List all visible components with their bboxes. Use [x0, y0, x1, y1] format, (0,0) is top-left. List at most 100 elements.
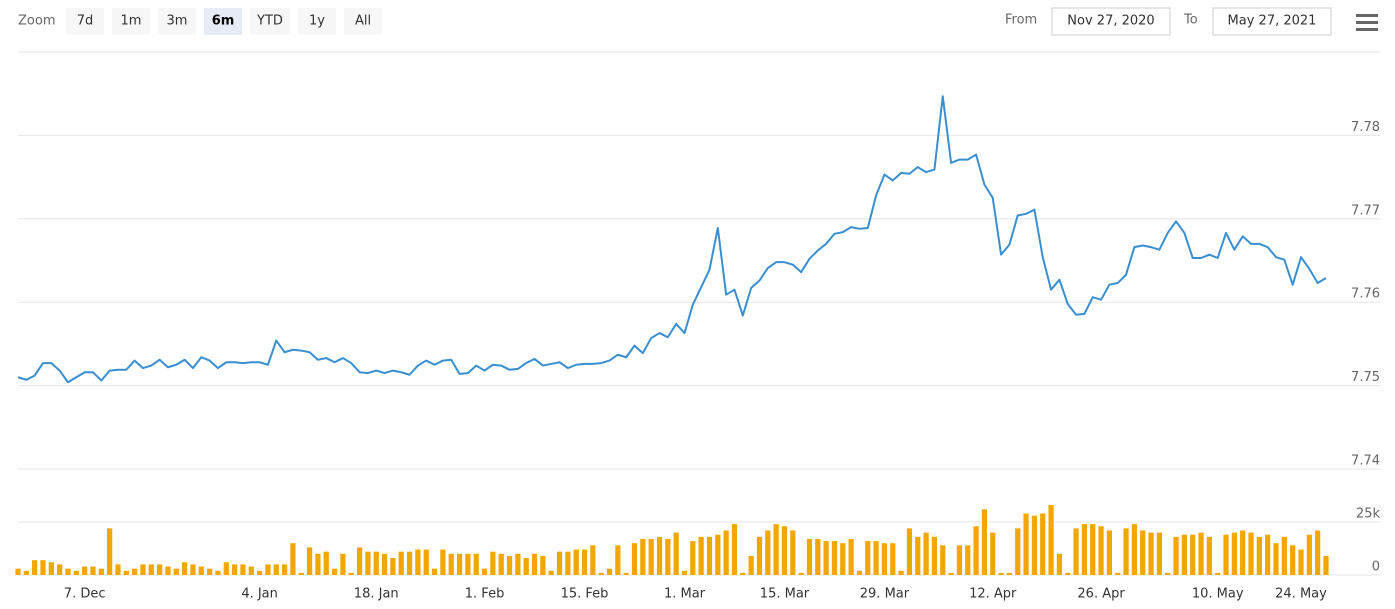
volume-bar: [656, 536, 663, 575]
volume-bar: [1298, 549, 1304, 575]
zoom-button[interactable]: [204, 8, 242, 35]
volume-bar: [431, 568, 438, 575]
zoom-button-label[interactable]: All: [355, 14, 371, 29]
volume-bar: [981, 509, 988, 575]
volume-bar: [948, 572, 954, 575]
volume-bar: [1306, 534, 1312, 575]
volume-bar: [65, 568, 71, 575]
zoom-button-label[interactable]: 1m: [121, 14, 142, 29]
volume-bar: [1223, 534, 1229, 575]
volume-bar: [456, 553, 463, 575]
to-date[interactable]: May 27, 2021: [1228, 14, 1317, 29]
volume-bar: [923, 532, 929, 575]
zoom-button[interactable]: [158, 8, 196, 35]
volume-bar: [1165, 572, 1171, 575]
volume-bar: [473, 553, 479, 575]
price-line: [17, 95, 1327, 384]
volume-bar: [1090, 524, 1096, 575]
volume-bar: [690, 541, 696, 575]
menu-bar: [1356, 21, 1378, 24]
volume-bar: [373, 551, 379, 575]
volume-bar: [315, 553, 321, 575]
zoom-button-label[interactable]: 3m: [167, 14, 188, 29]
volume-bar: [748, 555, 754, 575]
x-tick-label: 15. Feb: [561, 587, 609, 602]
volume-bar: [107, 528, 113, 575]
volume-bar: [1081, 524, 1087, 575]
volume-bar: [1106, 530, 1112, 575]
menu-button[interactable]: [1356, 14, 1378, 31]
volume-bar: [998, 572, 1004, 575]
volume-bar: [1098, 526, 1104, 575]
volume-bar: [406, 551, 413, 575]
zoom-button[interactable]: [298, 8, 336, 35]
from-input[interactable]: [1051, 7, 1171, 36]
zoom-button[interactable]: [112, 8, 150, 35]
zoom-button[interactable]: [344, 8, 382, 35]
volume-bar: [790, 530, 796, 575]
x-tick-label: 29. Mar: [860, 587, 910, 602]
volume-bar: [182, 562, 188, 575]
volume-bar: [240, 564, 246, 575]
zoom-button-label[interactable]: 7d: [77, 14, 94, 29]
volume-bar: [698, 536, 704, 575]
volume-bar: [248, 566, 254, 575]
y-tick-label: 7.75: [1351, 370, 1380, 385]
volume-bar: [973, 526, 979, 575]
volume-bar: [1015, 528, 1021, 575]
volume-bar: [1273, 543, 1279, 575]
volume-bar: [115, 564, 121, 575]
volume-bar: [881, 543, 888, 575]
y-tick-label: 7.78: [1351, 120, 1380, 135]
volume-bar: [515, 553, 521, 575]
volume-bar: [173, 568, 179, 575]
volume-bar: [390, 558, 396, 575]
volume-bar: [631, 543, 638, 575]
volume-bar: [848, 538, 854, 575]
zoom-button[interactable]: [250, 8, 290, 35]
zoom-button-label[interactable]: 6m: [212, 14, 235, 29]
volume-bar: [856, 570, 863, 575]
x-tick-label: 26. Apr: [1077, 587, 1125, 602]
volume-bar: [915, 536, 921, 575]
volume-bar: [273, 564, 279, 575]
volume-bar: [48, 562, 54, 575]
from-label: From: [1005, 13, 1037, 28]
volume-bar: [865, 541, 871, 575]
x-tick-label: 1. Mar: [664, 587, 706, 602]
volume-bar: [381, 553, 388, 575]
volume-bar: [806, 538, 813, 575]
volume-bar: [1031, 515, 1038, 575]
volume-bar: [398, 551, 404, 575]
zoom-button-label[interactable]: YTD: [256, 14, 283, 29]
volume-bar: [1198, 532, 1204, 575]
volume-bar: [1190, 534, 1196, 575]
volume-bar: [498, 553, 504, 575]
volume-bar: [665, 538, 671, 575]
volume-bar: [540, 555, 546, 575]
to-input[interactable]: [1212, 7, 1332, 36]
volume-bar: [423, 549, 429, 575]
volume-bar: [132, 568, 138, 575]
volume-bar: [523, 558, 529, 575]
volume-bar: [781, 526, 788, 575]
volume-bar: [831, 541, 838, 575]
x-tick-label: 10. May: [1192, 587, 1244, 602]
y-tick-label: 0: [1372, 560, 1380, 575]
volume-bar: [490, 551, 496, 575]
volume-bar: [15, 568, 21, 575]
volume-bar: [190, 564, 196, 575]
volume-bar: [590, 545, 596, 575]
volume-bar: [965, 545, 971, 575]
volume-bar: [648, 538, 654, 575]
volume-bar: [23, 570, 29, 575]
volume-bar: [1148, 532, 1154, 575]
zoom-button-label[interactable]: 1y: [309, 14, 325, 29]
from-date[interactable]: Nov 27, 2020: [1067, 14, 1154, 29]
zoom-button[interactable]: [66, 8, 104, 35]
volume-bar: [1040, 513, 1046, 575]
volume-bar: [1006, 572, 1013, 575]
volume-bar: [290, 543, 296, 575]
